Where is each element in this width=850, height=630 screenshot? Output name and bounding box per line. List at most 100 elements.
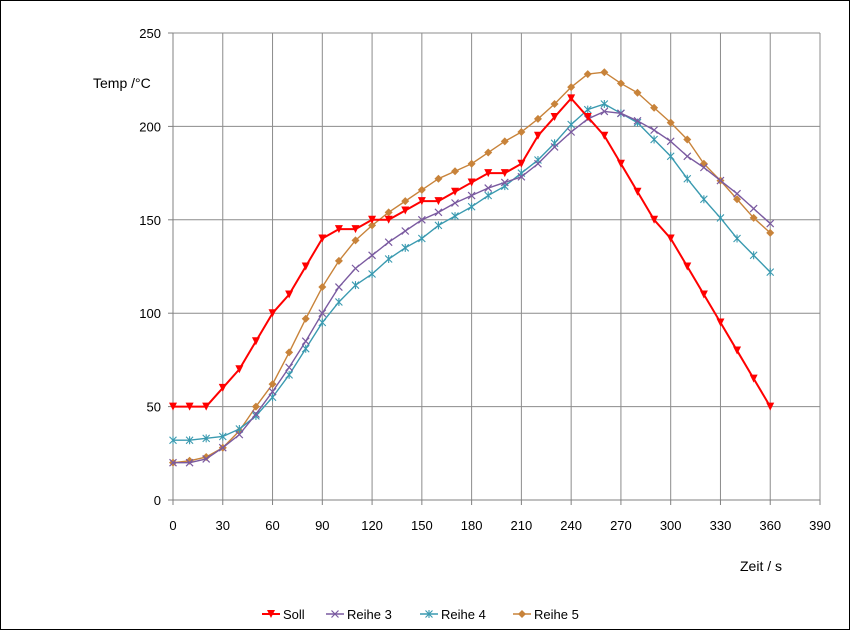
data-point-reihe-4	[666, 152, 675, 161]
data-point-reihe-4	[517, 169, 526, 178]
y-tick-label: 200	[139, 119, 161, 134]
data-point-reihe-3	[351, 264, 360, 273]
legend-marker	[331, 610, 339, 618]
series-reihe-4	[169, 99, 775, 445]
data-point-soll	[401, 206, 410, 215]
y-tick-label: 150	[139, 213, 161, 228]
data-point-reihe-3	[600, 107, 609, 116]
data-point-reihe-4	[683, 174, 692, 183]
data-point-reihe-3	[218, 443, 227, 452]
data-point-soll	[650, 215, 659, 224]
data-point-reihe-4	[417, 234, 426, 243]
series-reihe-3	[169, 107, 775, 467]
data-point-soll	[434, 197, 443, 206]
data-point-reihe-5	[334, 256, 343, 265]
data-point-reihe-4	[218, 432, 227, 441]
data-point-reihe-5	[384, 208, 393, 217]
data-point-reihe-5	[616, 79, 625, 88]
data-point-reihe-5	[666, 118, 675, 127]
legend-label: Reihe 4	[441, 607, 486, 622]
data-point-soll	[301, 262, 310, 271]
data-point-reihe-3	[334, 283, 343, 291]
data-point-reihe-4	[600, 99, 609, 108]
data-point-soll	[285, 290, 294, 299]
data-point-soll	[251, 337, 260, 346]
data-point-reihe-5	[567, 83, 576, 92]
data-point-soll	[733, 346, 742, 355]
y-tick-label: 50	[147, 400, 161, 415]
x-tick-label: 300	[660, 518, 682, 533]
data-point-reihe-5	[749, 213, 758, 222]
data-point-reihe-3	[235, 430, 244, 439]
series-soll	[169, 94, 775, 411]
data-point-soll	[318, 234, 327, 243]
data-point-soll	[202, 402, 211, 411]
y-tick-label: 100	[139, 306, 161, 321]
data-point-reihe-5	[285, 348, 294, 357]
x-tick-label: 60	[265, 518, 279, 533]
data-point-reihe-5	[417, 185, 426, 194]
data-point-reihe-5	[467, 159, 476, 168]
data-point-soll	[699, 290, 708, 299]
data-point-reihe-4	[318, 318, 327, 327]
data-point-reihe-5	[185, 456, 194, 465]
data-point-reihe-3	[285, 363, 294, 372]
data-point-reihe-3	[666, 137, 675, 146]
data-point-reihe-4	[650, 135, 658, 144]
x-tick-label: 330	[710, 518, 732, 533]
data-point-soll	[666, 234, 675, 243]
data-point-reihe-4	[301, 344, 310, 353]
data-point-reihe-5	[368, 221, 377, 230]
data-point-soll	[533, 131, 542, 140]
data-point-reihe-3	[733, 189, 741, 198]
data-point-soll	[600, 131, 609, 140]
data-point-reihe-3	[517, 172, 526, 181]
data-point-soll	[235, 365, 244, 374]
data-point-reihe-3	[318, 309, 327, 318]
y-axis-label: Temp /°C	[93, 75, 151, 91]
data-point-reihe-3	[699, 163, 708, 172]
data-point-reihe-4	[733, 234, 741, 243]
data-point-reihe-4	[351, 281, 360, 290]
data-point-soll	[451, 187, 460, 196]
data-point-reihe-3	[301, 337, 310, 346]
data-point-reihe-5	[401, 197, 410, 206]
data-point-soll	[417, 197, 426, 206]
data-point-soll	[334, 225, 343, 234]
data-point-reihe-5	[517, 128, 526, 137]
data-point-reihe-5	[600, 68, 609, 77]
x-tick-label: 0	[169, 518, 176, 533]
data-point-reihe-3	[185, 458, 194, 467]
data-point-reihe-3	[716, 176, 725, 185]
x-tick-label: 210	[511, 518, 533, 533]
data-point-reihe-4	[583, 105, 592, 114]
data-point-reihe-3	[633, 116, 642, 125]
data-point-soll	[517, 159, 526, 168]
data-point-reihe-3	[467, 191, 476, 200]
legend-item-reihe-4: Reihe 4	[420, 607, 486, 622]
data-point-reihe-3	[683, 152, 692, 161]
legend-item-reihe-3: Reihe 3	[326, 607, 392, 622]
data-point-soll	[185, 402, 194, 411]
data-point-reihe-3	[368, 251, 377, 260]
data-point-reihe-3	[650, 126, 659, 135]
data-point-reihe-4	[185, 436, 194, 445]
data-point-reihe-5	[550, 99, 559, 108]
data-point-reihe-4	[434, 221, 443, 230]
x-tick-label: 90	[315, 518, 329, 533]
data-point-reihe-4	[451, 212, 459, 221]
data-point-reihe-4	[285, 370, 294, 379]
legend-marker	[425, 610, 433, 618]
legend-marker	[518, 610, 526, 618]
legend: Soll Reihe 3 Reihe 4 Reihe 5	[262, 607, 579, 622]
series-layer	[169, 68, 775, 467]
data-point-reihe-3	[484, 184, 493, 192]
data-point-reihe-3	[451, 199, 459, 207]
data-point-reihe-3	[766, 219, 775, 228]
data-point-reihe-4	[401, 243, 410, 252]
data-point-reihe-3	[534, 159, 542, 168]
data-point-soll	[567, 94, 576, 103]
x-tick-label: 30	[216, 518, 230, 533]
